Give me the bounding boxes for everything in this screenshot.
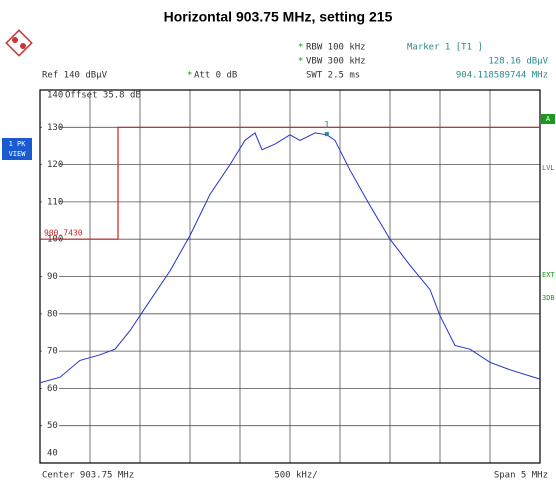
- marker-freq: 904.118589744 MHz: [456, 71, 548, 81]
- y-tick-label: 110: [47, 197, 63, 207]
- y-tick-label: 140: [47, 91, 63, 101]
- y-tick-label: 40: [47, 449, 58, 459]
- tick-label-bg: [42, 420, 59, 431]
- marker: [324, 132, 329, 137]
- tick-label-bg: [42, 196, 59, 207]
- y-tick-label: 60: [47, 384, 58, 394]
- trace-box: 1 PK VIEW: [2, 138, 32, 160]
- marker-id: 1: [324, 121, 329, 131]
- tick-label-bg: [42, 90, 59, 100]
- limit-line: [40, 126, 540, 240]
- y-tick-label: 70: [47, 347, 58, 357]
- y-tick-label: 50: [47, 421, 58, 431]
- side-label: A: [546, 115, 551, 123]
- trace: [39, 132, 541, 384]
- div-label: 500 kHz/: [274, 471, 317, 481]
- center-label: Center 903.75 MHz: [42, 471, 134, 481]
- rbw: RBW 100 kHz: [306, 43, 366, 53]
- flag: *: [298, 43, 303, 53]
- tick-label-bg: [42, 271, 59, 282]
- tick-label-bg: [42, 448, 59, 458]
- vbw: VBW 300 kHz: [306, 57, 366, 67]
- side-label: 3DB: [542, 294, 555, 302]
- chart-title: Horizontal 903.75 MHz, setting 215: [164, 9, 393, 25]
- y-tick-label: 130: [47, 123, 63, 133]
- marker-label: Marker 1 [T1 ]: [407, 43, 483, 53]
- flag: *: [298, 57, 303, 67]
- attenuation: Att 0 dB: [194, 71, 237, 81]
- tick-label-bg: [42, 159, 59, 170]
- tick-label-bg: [42, 346, 59, 357]
- tick-label-bg: [42, 122, 59, 133]
- side-label: EXT: [542, 271, 555, 279]
- offset: Offset 35.8 dB: [65, 91, 141, 101]
- limit-label: 900.7430: [44, 229, 83, 238]
- logo: [5, 29, 33, 57]
- flag: *: [187, 71, 192, 81]
- span-label: Span 5 MHz: [494, 471, 548, 481]
- trace-box-line: VIEW: [9, 150, 27, 158]
- trace-box-line: 1 PK: [9, 140, 27, 148]
- marker-value: 128.16 dBµV: [488, 57, 548, 67]
- y-tick-label: 80: [47, 309, 58, 319]
- tick-label-bg: [42, 383, 59, 394]
- tick-label-bg: [42, 308, 59, 319]
- side-label: LVL: [542, 164, 555, 172]
- ref-level: Ref 140 dBµV: [42, 71, 108, 81]
- y-tick-label: 90: [47, 272, 58, 282]
- plot-frame: [39, 89, 541, 464]
- side-box: [541, 114, 555, 124]
- y-tick-label: 120: [47, 160, 63, 170]
- swt: SWT 2.5 ms: [306, 71, 360, 81]
